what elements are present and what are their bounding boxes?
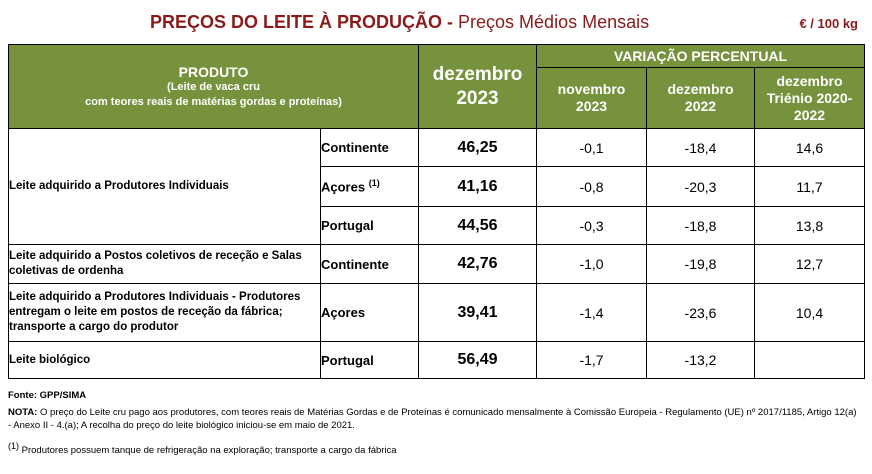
header-dezembro-2023: dezembro 2023 xyxy=(418,44,537,129)
var-dez-2022: -18,4 xyxy=(646,128,755,167)
header-nov-line1: novembro xyxy=(557,81,626,97)
header-produto-title: PRODUTO xyxy=(178,63,249,80)
title-subtitle: Preços Médios Mensais xyxy=(458,12,650,32)
source-text: Fonte: GPP/SIMA xyxy=(8,390,87,401)
var-dez-2022: -19,8 xyxy=(646,244,755,284)
source-note: Fonte: GPP/SIMA xyxy=(8,389,858,402)
table-row: Leite adquirido a Produtores Individuais… xyxy=(8,283,866,342)
price-dez-2023: 39,41 xyxy=(418,283,537,342)
header-row-1: PRODUTO (Leite de vaca cru com teores re… xyxy=(8,44,866,129)
var-nov-2023: -1,4 xyxy=(536,283,647,342)
var-trienio: 10,4 xyxy=(753,283,866,342)
prices-table: PRODUTO (Leite de vaca cru com teores re… xyxy=(8,44,866,379)
price-dez-2023: 44,56 xyxy=(418,206,537,245)
header-trienio: dezembro Triénio 2020- 2022 xyxy=(753,67,866,129)
var-trienio xyxy=(753,341,866,379)
var-dez-2022: -13,2 xyxy=(646,341,755,379)
header-produto: PRODUTO (Leite de vaca cru com teores re… xyxy=(8,44,419,129)
header-dez-line2: 2023 xyxy=(456,87,499,109)
region-label: Açores xyxy=(321,179,366,195)
var-trienio: 14,6 xyxy=(753,128,866,167)
header-dez22-line2: 2022 xyxy=(684,98,717,114)
table-row: Portugal 44,56 -0,3 -18,8 13,8 xyxy=(9,206,866,245)
nota-text: O preço do Leite cru pago aos produtores… xyxy=(8,407,857,431)
price-dez-2023: 46,25 xyxy=(418,128,537,167)
header-nov-line2: 2023 xyxy=(575,98,608,114)
table-row: Leite biológico Portugal 56,49 -1,7 -13,… xyxy=(8,341,866,379)
header-produto-sub1: (Leite de vaca cru xyxy=(167,80,260,93)
product-name: Leite adquirido a Produtores Individuais… xyxy=(8,283,321,342)
header-dez-line1: dezembro xyxy=(432,63,523,85)
page-title: PREÇOS DO LEITE À PRODUÇÃO - Preços Médi… xyxy=(150,12,649,33)
region: Açores xyxy=(320,283,419,342)
price-dez-2023: 56,49 xyxy=(418,341,537,379)
var-nov-2023: -0,1 xyxy=(536,128,647,167)
header-row-2: novembro 2023 dezembro 2022 dezembro Tri… xyxy=(9,67,866,129)
var-trienio: 11,7 xyxy=(753,166,866,207)
unit-label: € / 100 kg xyxy=(799,16,858,31)
var-nov-2023: -0,8 xyxy=(536,166,647,207)
header-trienio-line3: 2022 xyxy=(793,106,826,123)
region: Continente xyxy=(320,128,419,167)
var-trienio: 13,8 xyxy=(753,206,866,245)
title-separator: - xyxy=(442,12,459,32)
var-dez-2022: -23,6 xyxy=(646,283,755,342)
var-trienio: 12,7 xyxy=(753,244,866,284)
title-main: PREÇOS DO LEITE À PRODUÇÃO xyxy=(150,12,443,32)
table-row: Leite adquirido a Postos coletivos de re… xyxy=(8,244,866,284)
header-novembro-2023: novembro 2023 xyxy=(536,67,647,129)
var-nov-2023: -0,3 xyxy=(536,206,647,245)
header-dez22-line1: dezembro xyxy=(667,81,734,97)
header-trienio-line1: dezembro xyxy=(776,72,843,89)
header-trienio-line2: Triénio 2020- xyxy=(766,89,853,106)
footnote-1-marker: (1) xyxy=(8,441,19,451)
footnote-1: (1) Produtores possuem tanque de refrige… xyxy=(8,440,858,457)
var-dez-2022: -18,8 xyxy=(646,206,755,245)
region: Continente xyxy=(320,244,419,284)
region: Açores (1) xyxy=(320,166,419,207)
footnote-1-text: Produtores possuem tanque de refrigeraçã… xyxy=(19,445,397,457)
footnote-marker: (1) xyxy=(368,178,380,189)
title-row: PREÇOS DO LEITE À PRODUÇÃO - Preços Médi… xyxy=(0,12,872,38)
nota-label: NOTA: xyxy=(8,407,38,418)
region: Portugal xyxy=(320,341,419,379)
product-name: Leite biológico xyxy=(8,341,321,379)
product-name: Leite adquirido a Postos coletivos de re… xyxy=(8,244,321,284)
price-dez-2023: 41,16 xyxy=(418,166,537,207)
price-dez-2023: 42,76 xyxy=(418,244,537,284)
header-produto-sub2: com teores reais de matérias gordas e pr… xyxy=(85,95,342,108)
product-name: Leite adquirido a Produtores Individuais xyxy=(8,128,321,245)
region: Portugal xyxy=(320,206,419,245)
header-variacao: VARIAÇÃO PERCENTUAL xyxy=(535,44,866,68)
table-row: Leite adquirido a Produtores Individuais… xyxy=(8,128,866,245)
nota: NOTA: O preço do Leite cru pago aos prod… xyxy=(8,406,858,432)
var-nov-2023: -1,0 xyxy=(536,244,647,284)
header-dezembro-2022: dezembro 2022 xyxy=(646,67,755,129)
var-nov-2023: -1,7 xyxy=(536,341,647,379)
var-dez-2022: -20,3 xyxy=(646,166,755,207)
